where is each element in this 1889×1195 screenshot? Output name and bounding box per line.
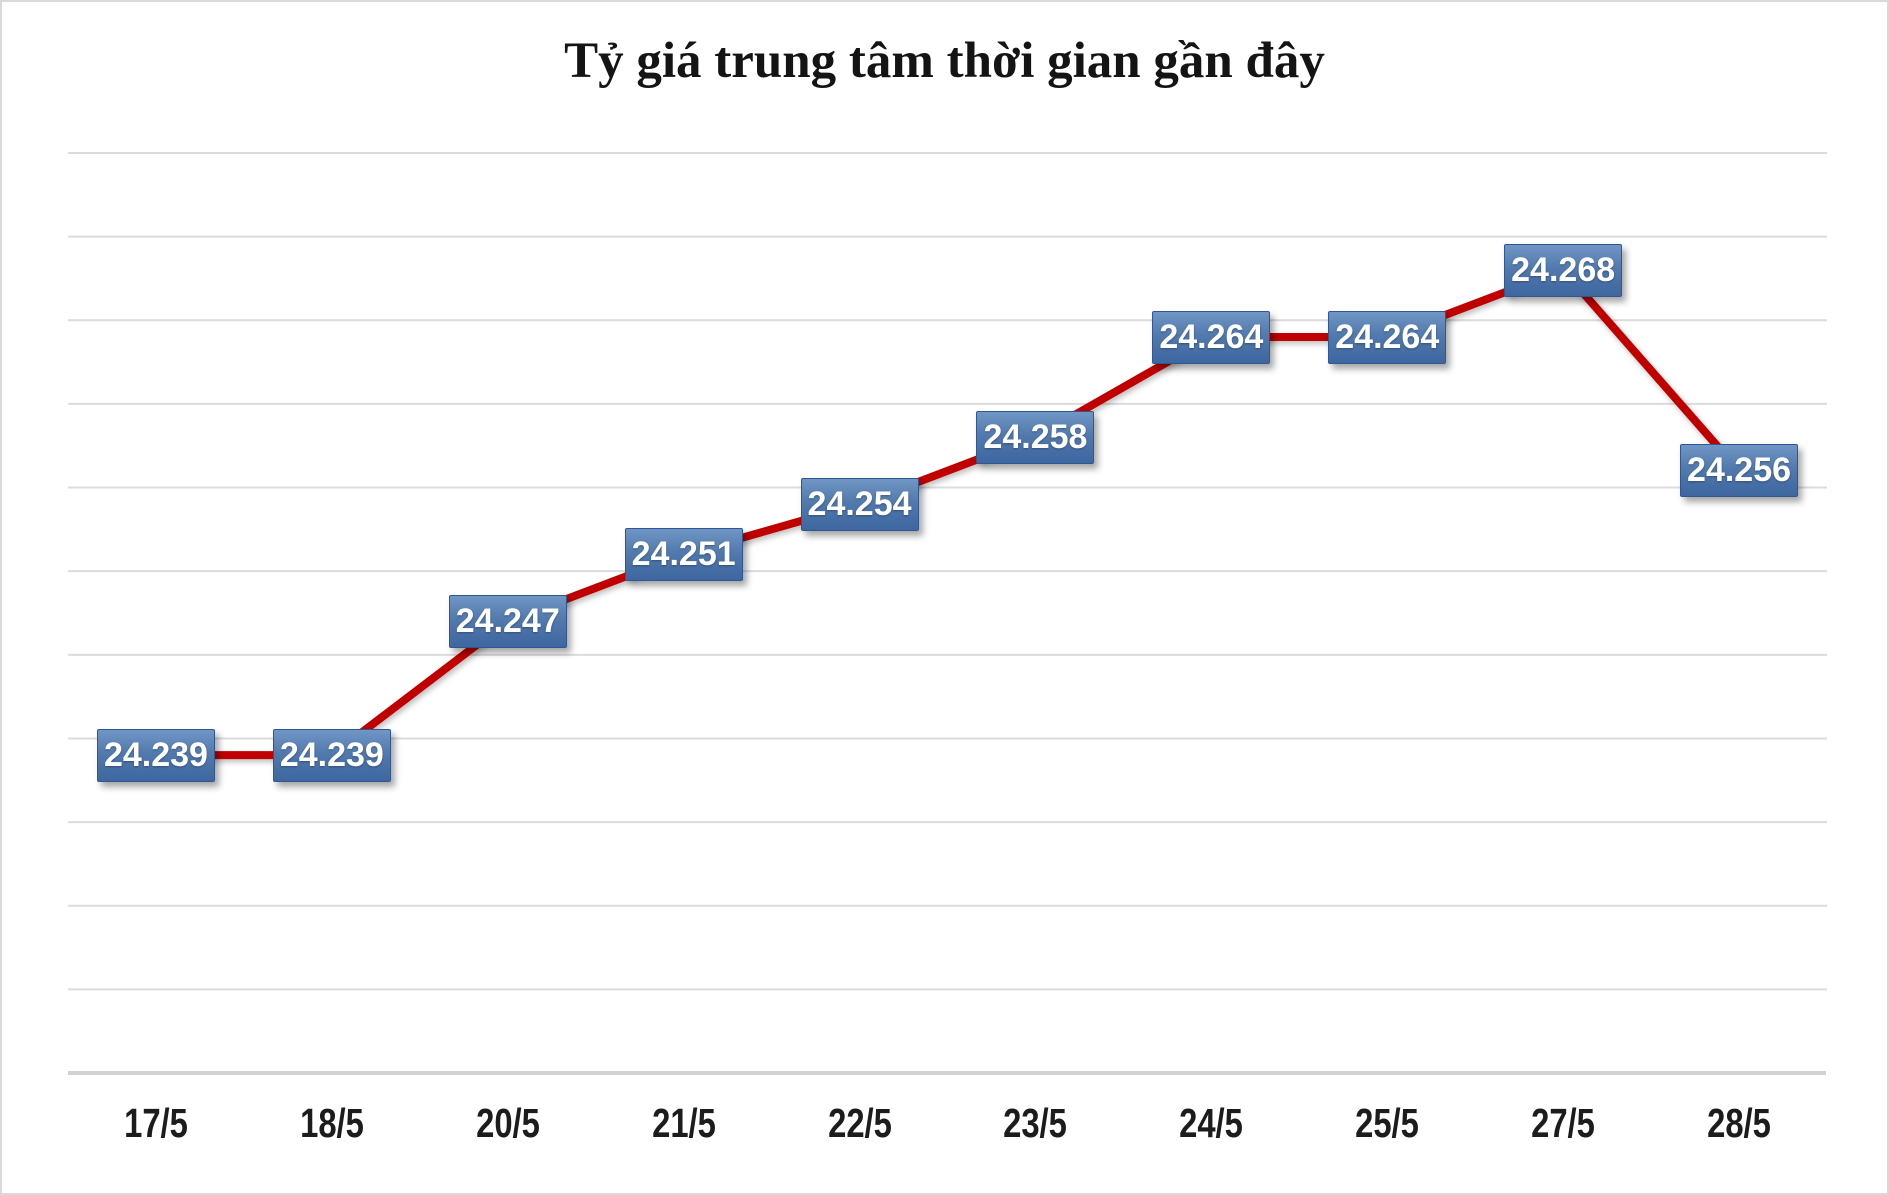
- data-label: 24.239: [96, 728, 215, 782]
- x-axis-tick-label: 21/5: [651, 1100, 716, 1146]
- series-line-group: [151, 266, 1744, 760]
- data-label: 24.239: [272, 728, 391, 782]
- data-label: 24.258: [976, 410, 1095, 464]
- x-axis-tick-label: 28/5: [1707, 1100, 1771, 1146]
- data-label: 24.264: [1328, 310, 1447, 364]
- x-axis-tick-label: 23/5: [1003, 1100, 1068, 1146]
- data-label: 24.268: [1504, 243, 1623, 297]
- series-line: [151, 266, 1744, 760]
- x-axis-tick-label: 20/5: [475, 1100, 540, 1146]
- x-axis-tick-label: 18/5: [299, 1100, 364, 1146]
- x-axis-tick-label: 17/5: [124, 1100, 188, 1146]
- x-axis-tick-label: 24/5: [1179, 1100, 1244, 1146]
- data-label: 24.247: [448, 594, 567, 648]
- chart-title: Tỷ giá trung tâm thời gian gần đây: [564, 33, 1325, 89]
- data-label: 24.251: [624, 527, 743, 581]
- x-axis-tick-label: 25/5: [1355, 1100, 1420, 1146]
- x-axis-tick-label: 22/5: [827, 1100, 892, 1146]
- x-axis-tick-label: 27/5: [1531, 1100, 1596, 1146]
- data-label: 24.254: [800, 477, 919, 531]
- data-label: 24.264: [1152, 310, 1271, 364]
- data-label: 24.256: [1680, 444, 1799, 498]
